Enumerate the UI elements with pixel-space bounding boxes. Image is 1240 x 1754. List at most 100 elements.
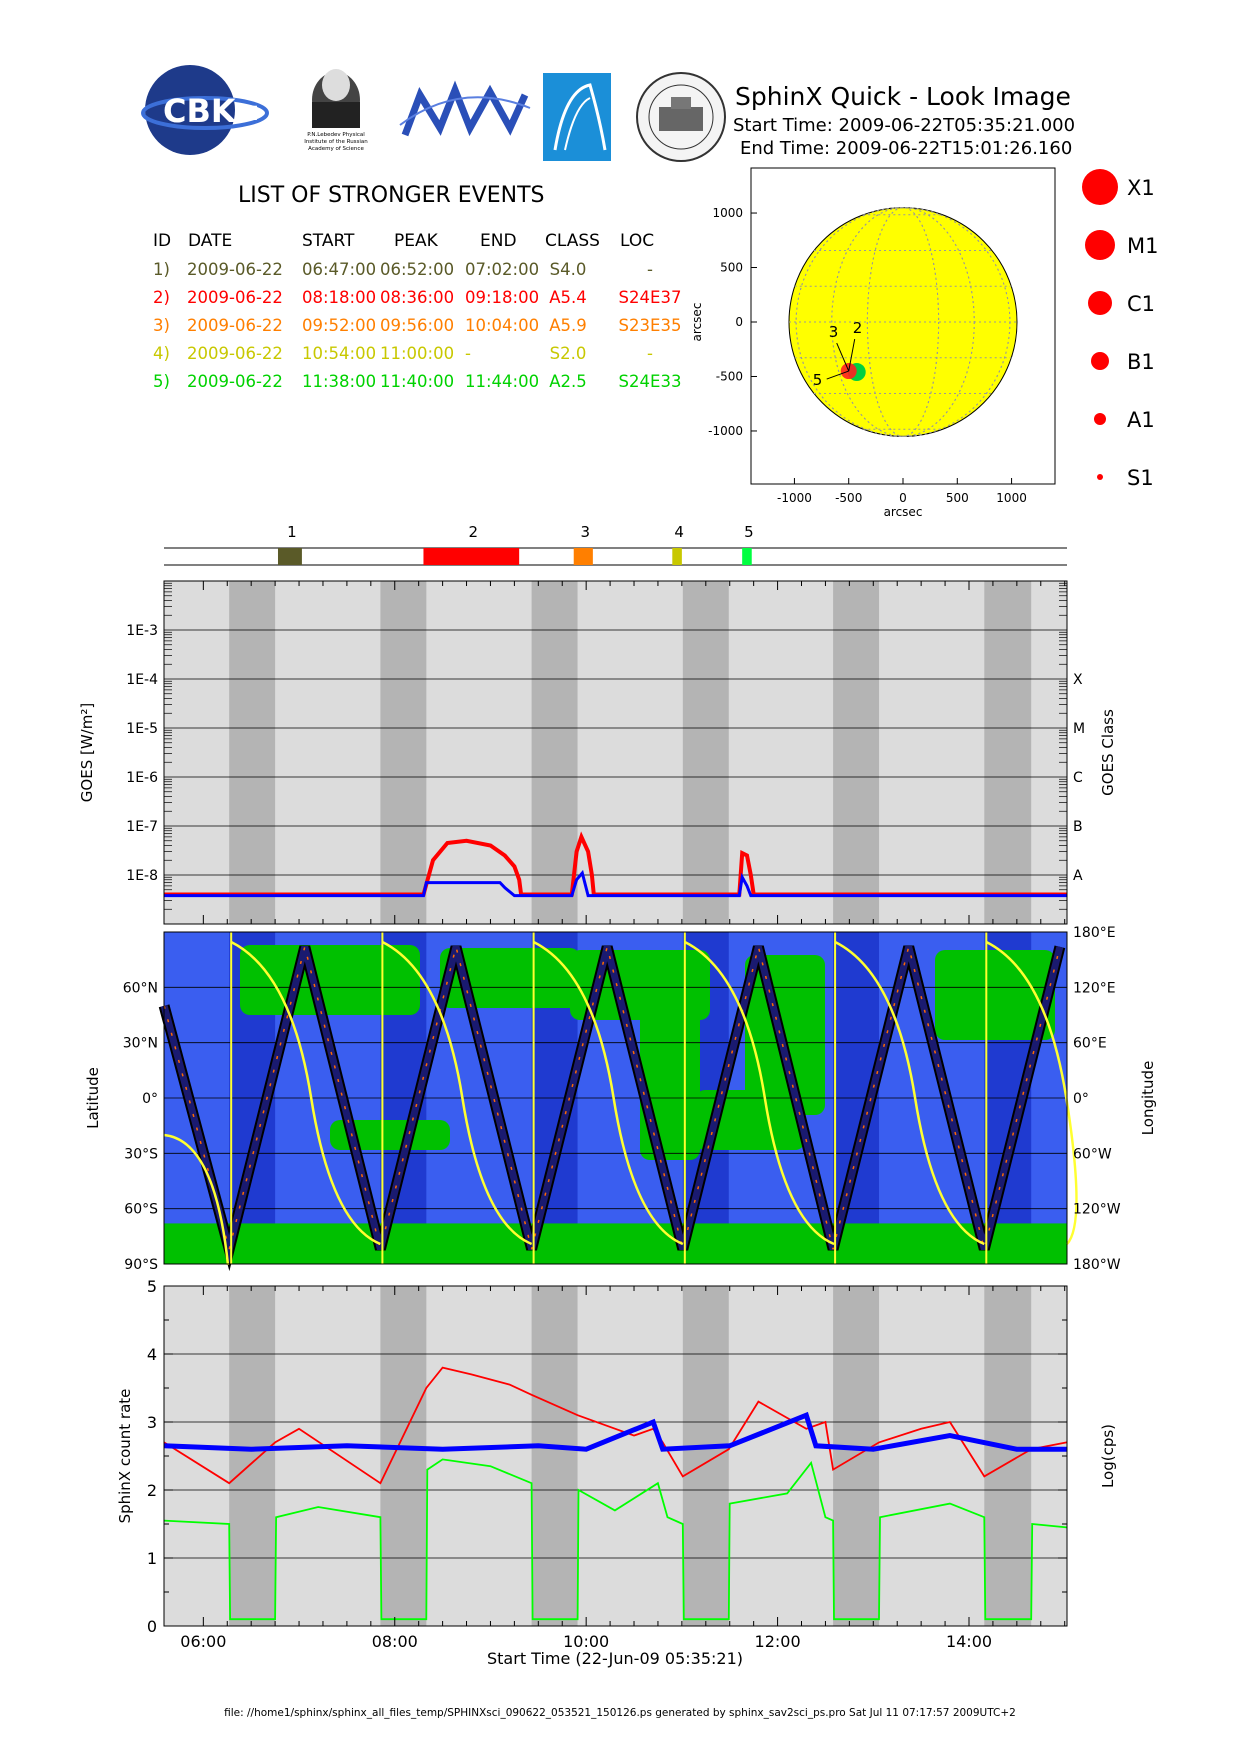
flare-leader-3 xyxy=(836,342,850,372)
event-row-cls: A5.4 xyxy=(549,288,587,307)
goes-eclipse-shade xyxy=(531,581,578,924)
orbit-panel: 60°N 30°N 0° 30°S 60°S 90°S 180°E 120°E 60°E 0° 60… xyxy=(84,925,1157,1273)
orbit-lon-label: 60°W xyxy=(1073,1146,1112,1162)
goes-ytick-label: 1E-7 xyxy=(126,819,158,835)
footer-file-info: file: //home1/sphinx/sphinx_all_files_te… xyxy=(224,1707,1016,1719)
sun-ylabel: arcsec xyxy=(690,303,704,342)
goes-y2label: GOES Class xyxy=(1099,709,1117,796)
count-background xyxy=(164,1286,1067,1626)
event-marker-5 xyxy=(742,548,752,565)
events-column-header: ID xyxy=(153,231,171,251)
count-ytick-label: 4 xyxy=(147,1345,157,1364)
orbit-land-region xyxy=(240,945,420,1015)
goes-ytick-label: 1E-5 xyxy=(126,721,158,737)
flare-label-5: 5 xyxy=(813,371,823,389)
event-row-end: 11:44:00 xyxy=(465,372,539,391)
event-row-cls: S2.0 xyxy=(550,344,587,363)
orbit-lon-label: 0° xyxy=(1073,1091,1089,1107)
count-ylabel: SphinX count rate xyxy=(116,1389,134,1524)
goes-ytick-label: 1E-8 xyxy=(126,868,158,884)
legend-label: A1 xyxy=(1127,408,1155,432)
svg-text:P.N.Lebedev Physical: P.N.Lebedev Physical xyxy=(307,132,365,138)
legend-label: M1 xyxy=(1127,234,1158,258)
goes-class-label: B xyxy=(1073,819,1083,835)
time-tick-label: 08:00 xyxy=(372,1632,418,1651)
orbit-lat-label: 30°S xyxy=(124,1146,158,1162)
legend-label: C1 xyxy=(1127,292,1155,316)
orbit-land-south xyxy=(164,1223,1067,1264)
count-ytick-label: 1 xyxy=(147,1549,157,1568)
start-time: Start Time: 2009-06-22T05:35:21.000 xyxy=(733,115,1075,136)
goes-ytick-label: 1E-3 xyxy=(126,623,158,639)
mifi-logo xyxy=(399,80,531,137)
goes-ytick-label: 1E-6 xyxy=(126,770,158,786)
sun-ytick-label: 0 xyxy=(735,315,743,329)
goes-class-label: A xyxy=(1073,868,1083,884)
event-row-id: 2) xyxy=(153,288,170,307)
count-ytick-label: 2 xyxy=(147,1481,157,1500)
goes-background xyxy=(164,581,1067,924)
event-row-end: - xyxy=(465,344,471,363)
event-row-start: 11:38:00 xyxy=(302,372,376,391)
lebedev-institute-logo: P.N.Lebedev Physical Institute of the Ru… xyxy=(304,69,368,152)
goes-series-1 xyxy=(164,869,1067,898)
svg-text:Institute of the Russian: Institute of the Russian xyxy=(304,139,368,145)
sun-grid-lon xyxy=(831,207,975,437)
orbit-lon-label: 120°E xyxy=(1073,980,1116,996)
event-row-loc: - xyxy=(647,344,653,363)
legend-dot-s1 xyxy=(1097,474,1103,480)
flare-label-2: 2 xyxy=(853,319,863,337)
goes-eclipse-shade xyxy=(380,581,427,924)
event-row-cls: S4.0 xyxy=(550,260,587,279)
orbit-y2label: Longitude xyxy=(1139,1061,1157,1136)
legend-dot-a1 xyxy=(1094,413,1106,425)
flare-leader-2 xyxy=(848,338,856,372)
event-marker-label: 3 xyxy=(581,523,591,541)
event-row-date: 2009-06-22 xyxy=(187,288,283,307)
count-ytick-label: 0 xyxy=(147,1617,157,1636)
goes-eclipse-shade xyxy=(984,581,1032,924)
sun-ytick-label: 1000 xyxy=(712,206,743,220)
sun-disk xyxy=(788,207,1018,437)
legend-label: S1 xyxy=(1127,466,1154,490)
event-row-peak: 06:52:00 xyxy=(380,260,454,279)
legend-label: B1 xyxy=(1127,350,1155,374)
end-time: End Time: 2009-06-22T15:01:26.160 xyxy=(740,138,1072,159)
count-eclipse-shade xyxy=(531,1286,578,1626)
goes-class-label: C xyxy=(1073,770,1083,786)
events-column-header: DATE xyxy=(188,231,232,251)
count-eclipse-shade xyxy=(682,1286,729,1626)
orbit-land-region xyxy=(440,948,580,1008)
goes-eclipse-shade xyxy=(682,581,729,924)
events-column-header: CLASS xyxy=(545,231,600,251)
event-row-date: 2009-06-22 xyxy=(187,316,283,335)
sun-xlabel: arcsec xyxy=(884,505,923,519)
svg-text:CBK: CBK xyxy=(163,92,237,130)
event-marker-label: 2 xyxy=(469,523,479,541)
orbit-land-region xyxy=(935,950,1055,1040)
longitude-curve xyxy=(684,940,835,1246)
sun-xtick-label: -500 xyxy=(835,491,862,505)
sun-ytick-label: -1000 xyxy=(708,424,743,438)
event-row-id: 1) xyxy=(153,260,170,279)
goes-panel: 1E-8 1E-7 1E-6 1E-5 1E-4 1E-3 A B C M X GOES [W/m²]… xyxy=(78,580,1117,925)
event-row-peak: 08:36:00 xyxy=(380,288,454,307)
legend-dot-b1 xyxy=(1091,352,1109,370)
orbit-lat-label: 30°N xyxy=(123,1036,158,1052)
legend-dot-m1 xyxy=(1085,230,1115,260)
orbit-lat-label: 60°S xyxy=(124,1202,158,1218)
goes-class-label: M xyxy=(1073,721,1085,737)
goes-series-0 xyxy=(164,831,1067,897)
svg-text:Academy of Science: Academy of Science xyxy=(308,146,364,152)
sun-grid-lon xyxy=(866,207,940,437)
time-xlabel: Start Time (22-Jun-09 05:35:21) xyxy=(487,1649,743,1668)
ioffe-logo xyxy=(543,73,611,161)
event-row-cls: A5.9 xyxy=(549,316,587,335)
orbit-track xyxy=(160,945,1064,1264)
flare-leader-5 xyxy=(826,370,849,380)
orbit-lon-label: 60°E xyxy=(1073,1036,1107,1052)
event-row-id: 3) xyxy=(153,316,170,335)
longitude-curve xyxy=(381,940,533,1246)
event-marker-label: 5 xyxy=(744,523,754,541)
sun-xtick-label: 500 xyxy=(946,491,969,505)
